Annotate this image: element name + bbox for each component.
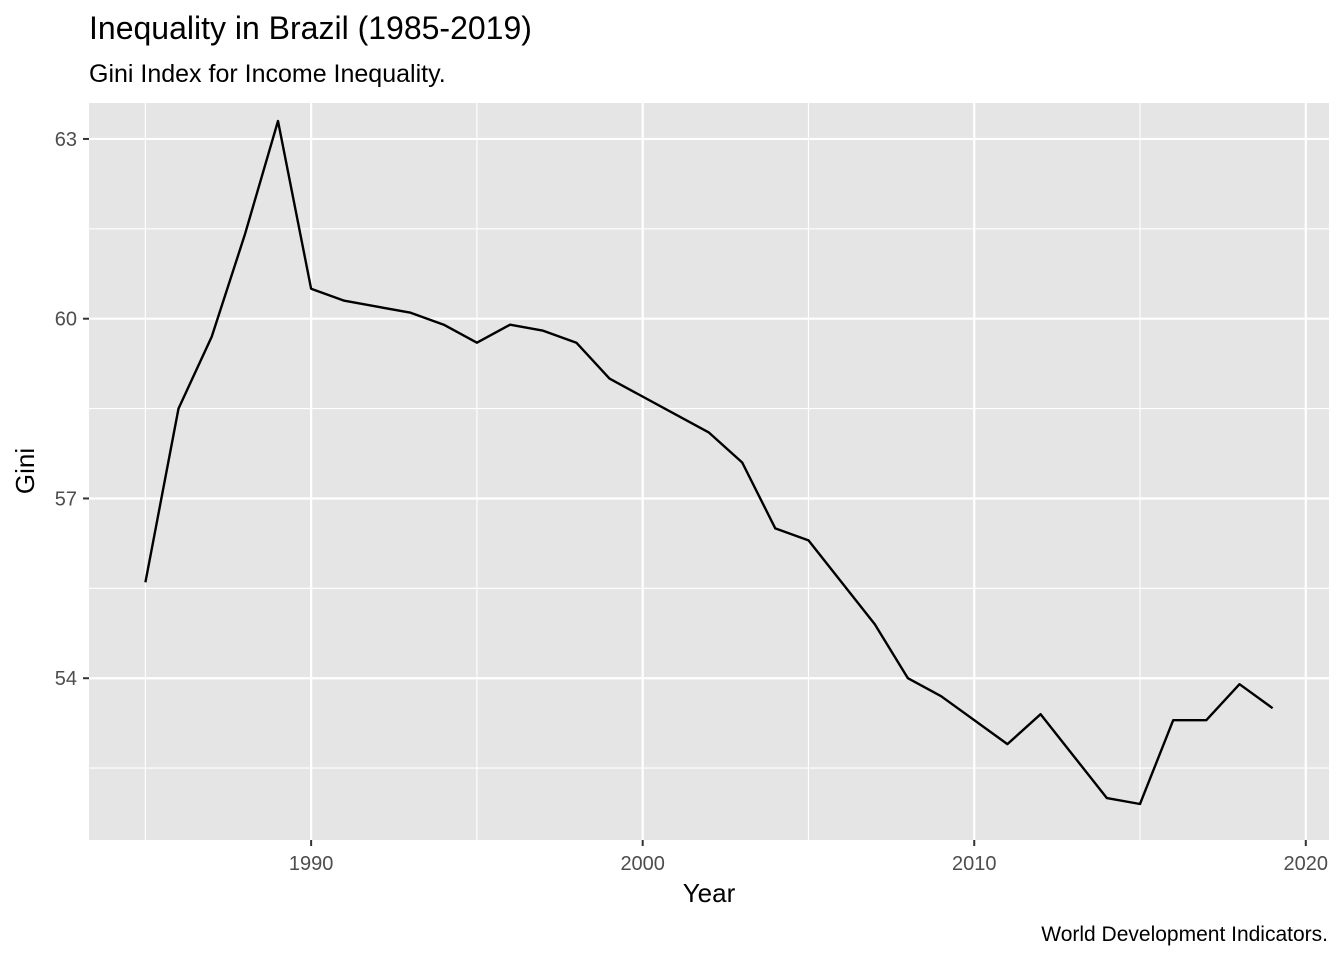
plot-panel bbox=[89, 103, 1329, 840]
major-gridlines bbox=[89, 103, 1329, 840]
x-tick-label: 2020 bbox=[1284, 853, 1329, 875]
chart-caption: World Development Indicators. bbox=[1041, 923, 1328, 946]
minor-gridlines bbox=[89, 103, 1329, 840]
y-tick-label: 60 bbox=[55, 309, 77, 331]
x-tick-label: 2000 bbox=[620, 853, 665, 875]
x-tick-label: 1990 bbox=[289, 853, 334, 875]
gini-line bbox=[144, 119, 1274, 806]
x-tick-label: 2010 bbox=[952, 853, 997, 875]
y-tick-label: 57 bbox=[55, 488, 77, 510]
y-axis-title: Gini bbox=[10, 448, 40, 494]
chart-title: Inequality in Brazil (1985-2019) bbox=[89, 10, 532, 46]
y-tick-label: 54 bbox=[55, 668, 77, 690]
y-tick-label: 63 bbox=[55, 129, 77, 151]
x-axis-title: Year bbox=[683, 878, 736, 908]
chart-subtitle: Gini Index for Income Inequality. bbox=[89, 60, 446, 88]
tick-labels: 1990 2000 2010 2020 54 57 60 63 bbox=[55, 129, 1328, 875]
axis-ticks bbox=[83, 137, 1307, 846]
